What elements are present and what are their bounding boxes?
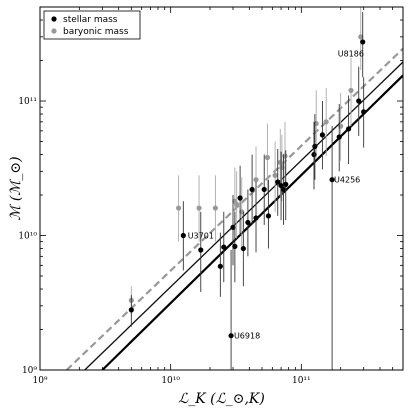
baryonic-point <box>272 172 278 178</box>
stellar-point <box>319 132 326 138</box>
baryonic-point <box>212 205 219 211</box>
stellar-series-layer <box>128 11 367 370</box>
baryonic-point <box>323 119 329 125</box>
stellar-point <box>336 134 342 140</box>
baryonic-point <box>196 205 202 211</box>
baryonic-series-layer <box>128 7 364 317</box>
stellar-point <box>198 247 204 253</box>
stellar-point <box>361 109 367 115</box>
baryonic-point <box>175 205 182 211</box>
stellar-point <box>240 245 246 252</box>
stellar-point <box>180 232 186 239</box>
x-axis-title: ℒ_K (ℒ_⊙,K) <box>178 391 265 407</box>
stellar-point <box>249 186 255 193</box>
stellar-point <box>228 333 234 339</box>
x-tick-label: 10⁹ <box>32 376 47 386</box>
y-tick-label: 10¹⁰ <box>18 232 37 242</box>
stellar-point <box>356 98 362 104</box>
stellar-point <box>221 244 227 250</box>
x-tick-label: 10¹¹ <box>292 376 311 386</box>
stellar-point <box>261 186 267 193</box>
stellar-point <box>232 243 238 249</box>
stellar-point <box>275 179 281 185</box>
fit-line-1 <box>101 74 403 370</box>
annotation-label: U6918 <box>234 332 260 341</box>
baryonic-point <box>234 201 240 208</box>
stellar-point <box>245 219 251 226</box>
y-tick-label: 10⁹ <box>22 366 37 376</box>
annotation-label: U3701 <box>188 232 214 241</box>
legend-box <box>43 10 141 40</box>
stellar-point <box>230 224 236 230</box>
legend-label-baryonic: baryonic mass <box>63 27 129 37</box>
stellar-point <box>283 181 289 187</box>
legend-marker-stellar <box>51 16 57 22</box>
baryonic-point <box>264 154 271 161</box>
baryonic-point <box>358 34 364 40</box>
baryonic-point <box>253 177 259 183</box>
plot-frame <box>39 6 404 371</box>
annotation-label: U8186 <box>338 49 364 58</box>
legend-marker-baryonic <box>51 28 57 34</box>
y-axis-title: ℳ (ℳ_⊙) <box>8 156 24 220</box>
fit-line-3 <box>84 61 403 370</box>
stellar-point <box>237 195 243 201</box>
stellar-point <box>265 213 272 219</box>
legend-label-stellar: stellar mass <box>63 15 118 25</box>
axes-layer: 10⁹ 10¹⁰ 10¹¹ 10⁹ 10¹⁰ 10¹¹ ℒ_K (ℒ_⊙,K) ℳ (ℳ_⊙) <box>8 6 404 407</box>
legend: stellar mass baryonic mass <box>43 10 141 40</box>
stellar-point <box>329 177 335 183</box>
annotation-label: U4256 <box>334 176 360 185</box>
stellar-point <box>280 186 287 193</box>
y-tick-label: 10¹¹ <box>18 97 37 107</box>
stellar-point <box>311 151 317 158</box>
stellar-point <box>278 182 284 189</box>
stellar-point <box>312 143 318 149</box>
baryonic-point <box>348 87 354 93</box>
x-tick-label: 10¹⁰ <box>161 376 180 386</box>
stellar-point <box>345 126 352 132</box>
stellar-point <box>128 307 134 313</box>
annotations-layer: U8186 U3701 U4256 U6918 <box>188 49 364 340</box>
stellar-point <box>253 215 259 221</box>
stellar-point <box>217 263 223 269</box>
stellar-point <box>360 39 366 45</box>
